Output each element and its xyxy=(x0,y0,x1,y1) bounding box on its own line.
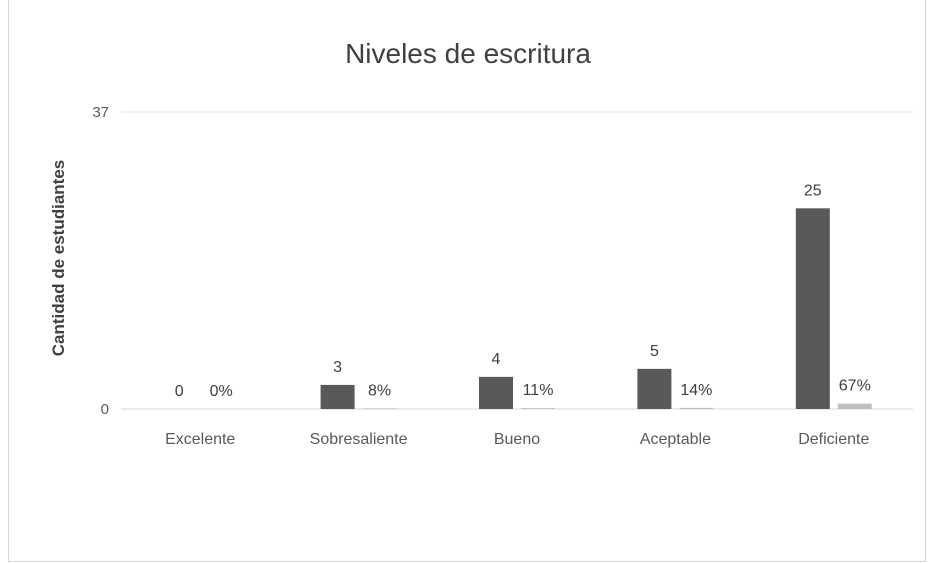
chart-frame: Niveles de escritura Cantidad de estudia… xyxy=(8,0,926,562)
bar-count-bueno xyxy=(479,376,513,409)
x-category-label-bueno: Bueno xyxy=(494,431,540,448)
bar-count-sobresaliente xyxy=(320,384,355,409)
x-category-label-excelente: Excelente xyxy=(165,431,235,448)
data-label-percent-deficiente: 67% xyxy=(839,378,871,395)
data-label-percent-sobresaliente: 8% xyxy=(368,382,391,399)
x-category-label-aceptable: Aceptable xyxy=(640,431,711,448)
chart-title: Niveles de escritura xyxy=(345,38,591,69)
bar-percent-bueno xyxy=(521,408,555,409)
chart-plot-area: 0 37 0 0% Excelente 3 8% Sobresaliente 4 11% Bueno… xyxy=(92,104,913,448)
bar-percent-deficiente xyxy=(837,403,872,409)
data-label-count-sobresaliente: 3 xyxy=(333,359,342,376)
data-label-percent-aceptable: 14% xyxy=(680,382,712,399)
bar-count-aceptable xyxy=(637,368,672,409)
bar-count-deficiente xyxy=(795,208,830,409)
data-label-percent-excelente: 0% xyxy=(210,383,233,400)
data-label-percent-bueno: 11% xyxy=(523,382,554,399)
bar-percent-sobresaliente xyxy=(362,408,397,409)
y-tick-label-0: 0 xyxy=(101,401,109,418)
data-label-count-deficiente: 25 xyxy=(804,182,822,199)
data-label-count-bueno: 4 xyxy=(492,351,501,368)
data-label-count-aceptable: 5 xyxy=(650,343,659,360)
data-label-count-excelente: 0 xyxy=(175,383,184,400)
y-tick-label-37: 37 xyxy=(92,104,109,121)
x-category-label-deficiente: Deficiente xyxy=(798,431,869,448)
bar-percent-aceptable xyxy=(679,407,714,409)
x-category-label-sobresaliente: Sobresaliente xyxy=(310,431,408,448)
